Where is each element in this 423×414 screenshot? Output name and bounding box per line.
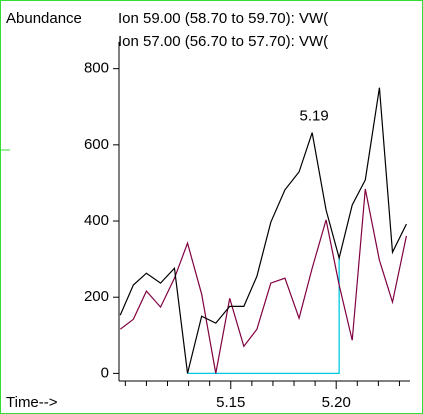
legend-entry: Ion 59.00 (58.70 to 59.70): VW( xyxy=(118,10,328,27)
legend-entry: Ion 57.00 (56.70 to 57.70): VW( xyxy=(118,33,328,50)
y-tick-label: 0 xyxy=(101,364,109,381)
x-tick-label: 5.15 xyxy=(216,394,245,411)
series-line xyxy=(119,188,408,374)
y-axis-label: Abundance xyxy=(6,10,82,27)
x-tick-label: 5.20 xyxy=(322,394,351,411)
series-line xyxy=(119,87,407,374)
y-tick-label: 200 xyxy=(84,288,109,305)
y-tick-label: 800 xyxy=(84,60,109,77)
y-tick-label: 400 xyxy=(84,212,109,229)
x-axis-label: Time--> xyxy=(6,394,58,411)
y-tick-label: 600 xyxy=(84,136,109,153)
peak-annotation: 5.19 xyxy=(300,108,329,125)
integration-baseline xyxy=(187,257,340,375)
